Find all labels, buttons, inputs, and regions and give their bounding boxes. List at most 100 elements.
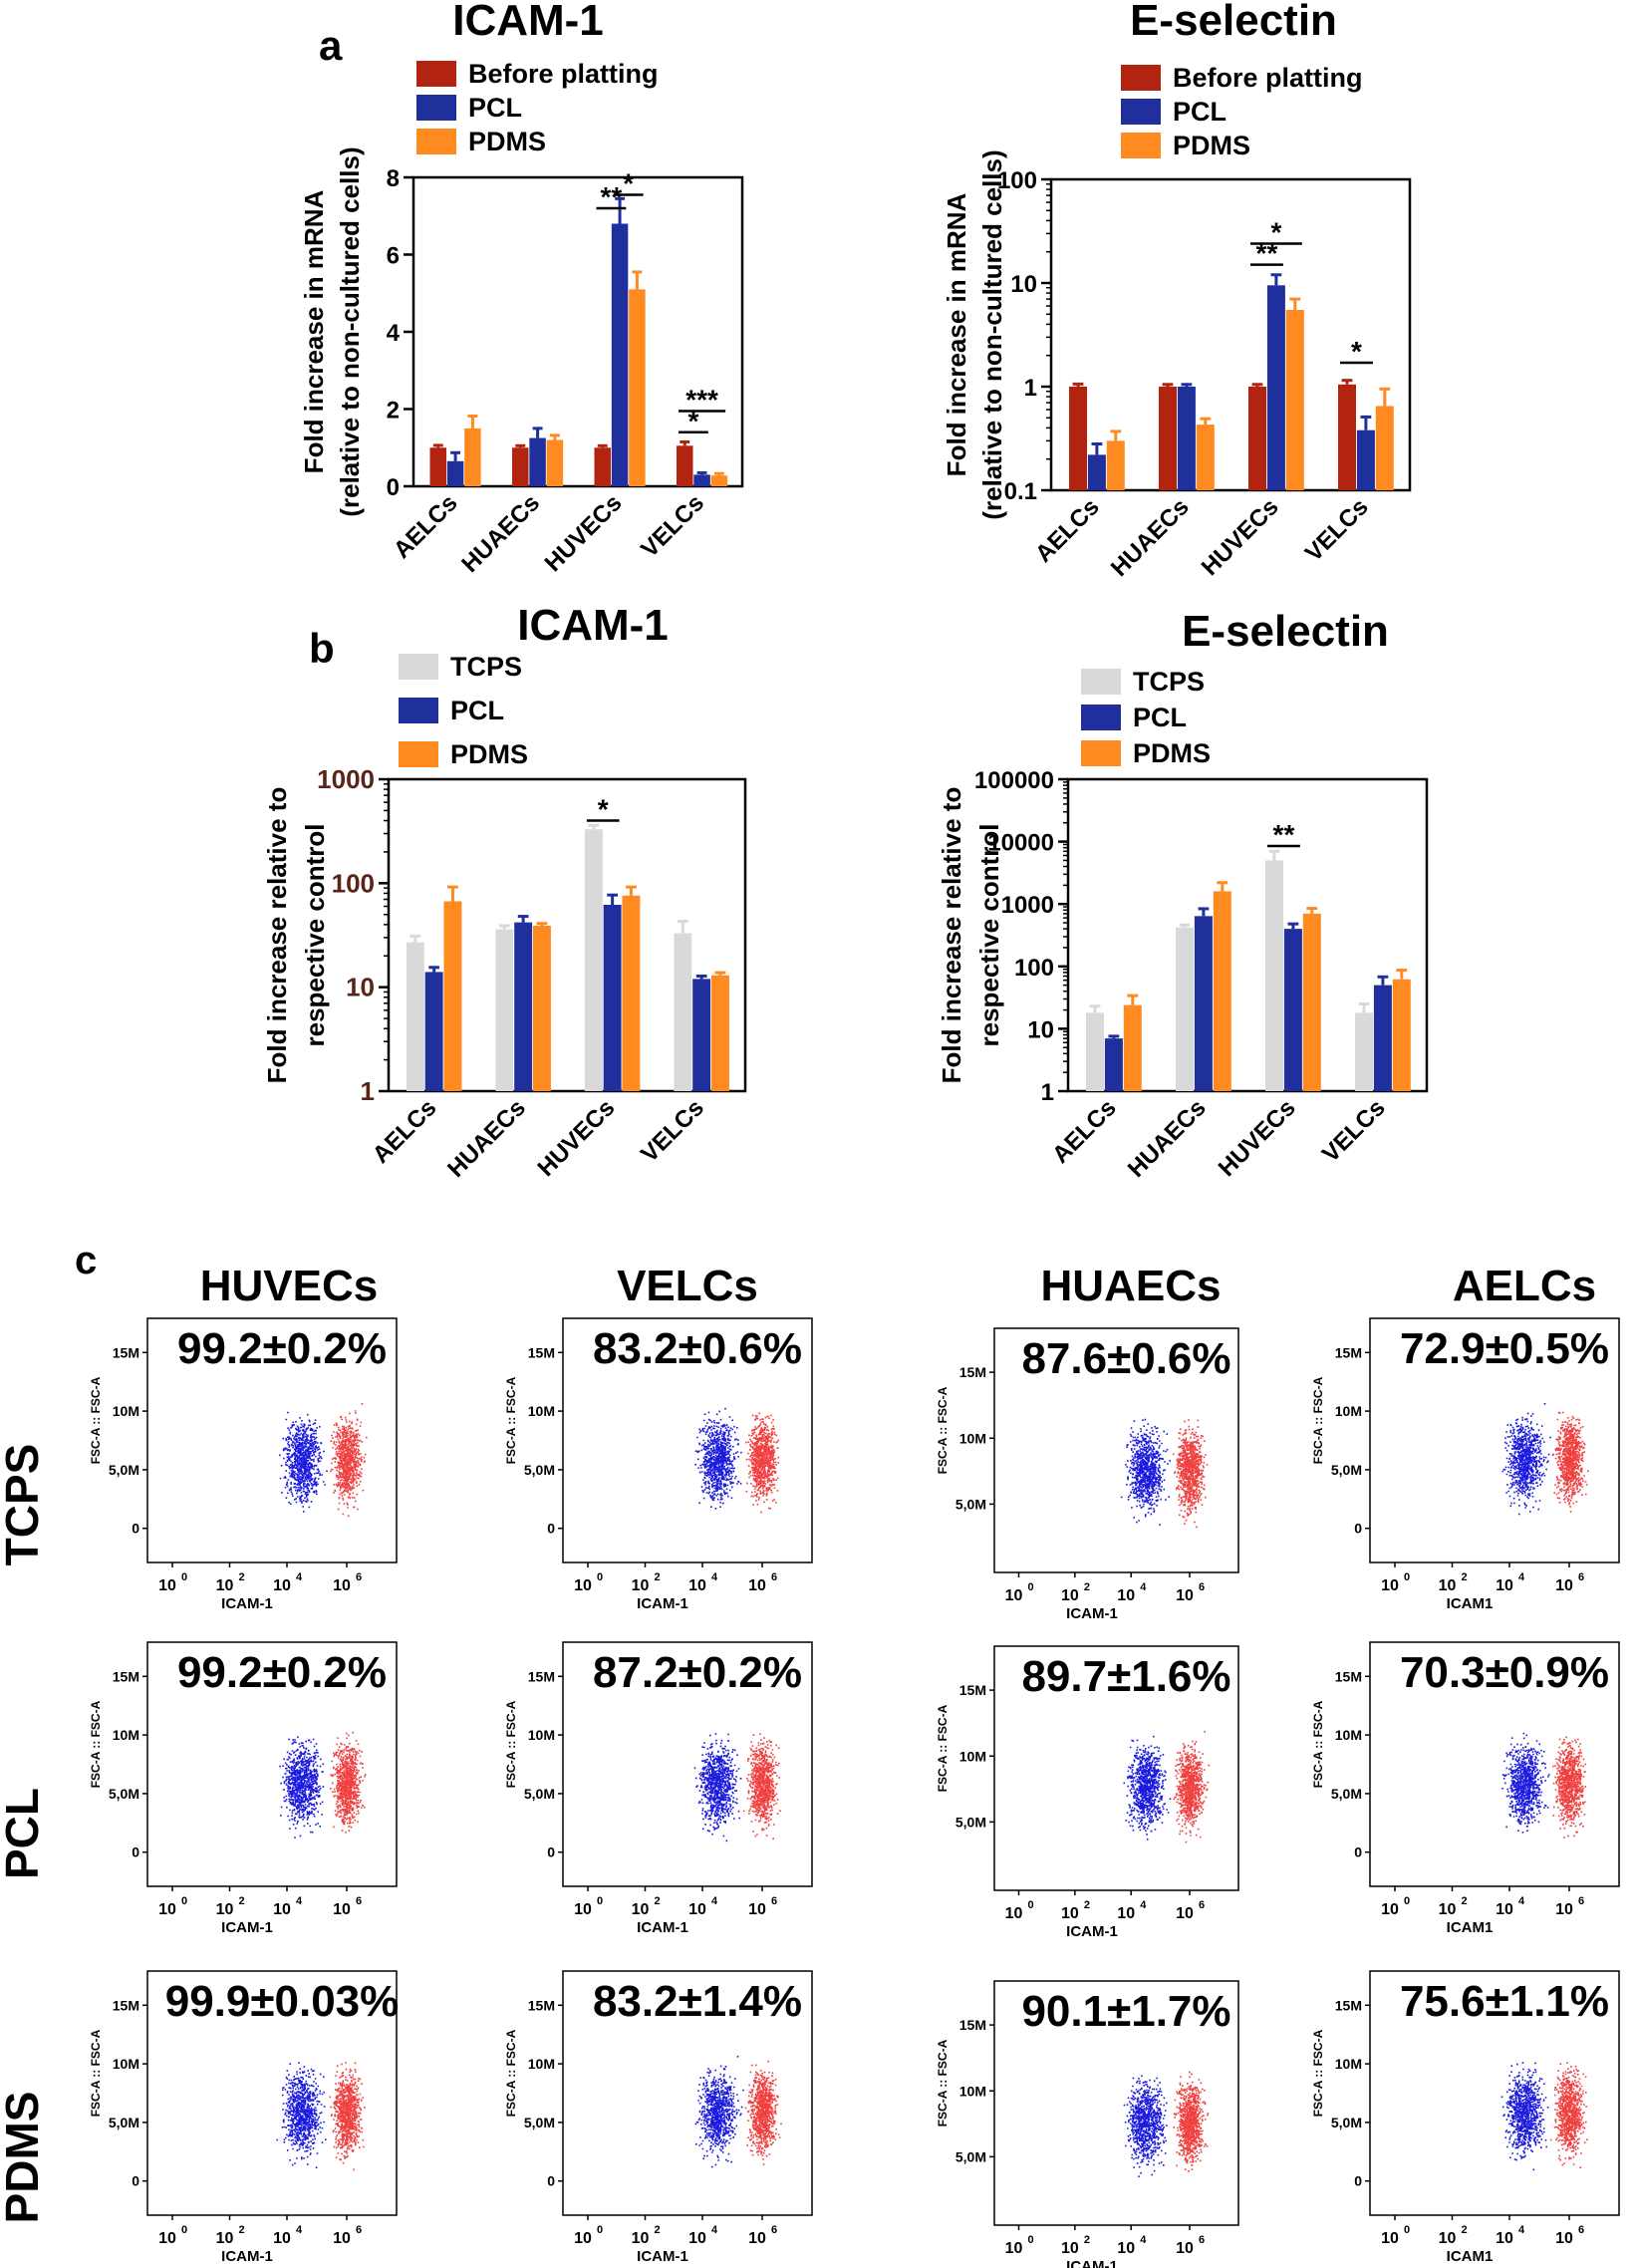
flow-x-tick-label: 10 [158, 1901, 176, 1918]
flow-x-tick-exponent: 0 [1404, 1571, 1410, 1583]
legend-label: PDMS [1133, 738, 1211, 768]
bar-pdms-huaecs [1213, 891, 1231, 1091]
bar-pcl-aelcs [446, 460, 464, 486]
flow-plot-frame [993, 1980, 1239, 2226]
flow-y-tick-label: 0 [132, 1844, 139, 1860]
flow-x-tick-label: 10 [1117, 1587, 1135, 1604]
y-axis-label: Fold increase in mRNA [299, 189, 329, 473]
category-label: HUAECs [1123, 1094, 1212, 1183]
flow-y-tick-label: 15M [528, 1997, 555, 2013]
y-tick-label: 10 [1010, 271, 1037, 298]
flow-y-tick-label: 15M [113, 1997, 139, 2013]
bar-pcl-velcs [1356, 429, 1375, 490]
y-axis-label: Fold increase in mRNA [942, 192, 971, 476]
flow-x-tick-label: 10 [333, 1577, 351, 1594]
flow-percent-label: 99.2±0.2% [177, 1648, 387, 1697]
flow-x-tick-label: 10 [748, 1901, 766, 1918]
category-label: VELCs [1317, 1094, 1391, 1168]
flow-x-tick-exponent: 4 [1518, 1571, 1525, 1583]
flow-x-tick-exponent: 0 [181, 2224, 187, 2236]
flow-x-tick-label: 10 [333, 2230, 351, 2247]
flow-y-tick-label: 10M [528, 1727, 555, 1743]
flow-events [1501, 1403, 1589, 1516]
flow-x-tick-label: 10 [1496, 1901, 1513, 1918]
bar-before-platting-huvecs [1248, 387, 1266, 490]
y-axis-label: Fold increase relative to [937, 787, 966, 1084]
flow-x-tick-label: 10 [158, 2230, 176, 2247]
chart-a-eselectin: E-selectin Before platting PCL PDMS 0.1 1 10 10… [942, 0, 1412, 582]
legend-label: TCPS [1133, 667, 1205, 697]
bar-pcl-huaecs [1194, 916, 1213, 1091]
flow-y-axis-label: FSC-A :: FSC-A [89, 1376, 103, 1464]
flow-percent-label: 83.2±1.4% [593, 1977, 802, 2026]
flow-x-tick-label: 10 [1061, 1587, 1079, 1604]
y-axis-label: (relative to non-cultured cells) [977, 149, 1007, 519]
flow-x-tick-label: 10 [333, 1901, 351, 1918]
flow-events [1120, 1418, 1209, 1529]
flow-y-tick-label: 0 [1354, 1844, 1362, 1860]
flow-x-tick-exponent: 4 [296, 2224, 303, 2236]
plot-frame [387, 777, 747, 1093]
legend-swatch [399, 698, 438, 723]
bar-pdms-velcs [1392, 979, 1411, 1091]
legend-swatch [399, 654, 438, 680]
bar-pcl-huvecs [603, 904, 622, 1091]
flow-y-tick-label: 5,0M [524, 1462, 555, 1478]
flow-population-red [330, 1403, 368, 1518]
flow-y-tick-label: 15M [1335, 1668, 1362, 1684]
flow-x-tick-exponent: 6 [1199, 2234, 1205, 2246]
legend-swatch [1081, 705, 1121, 730]
flow-x-tick-exponent: 2 [655, 2224, 661, 2236]
legend-swatch [416, 61, 456, 87]
flow-x-tick-exponent: 2 [1084, 2234, 1090, 2246]
bar-pcl-huvecs [1283, 929, 1302, 1091]
flow-x-tick-label: 10 [688, 2230, 706, 2247]
flow-x-tick-exponent: 6 [1578, 1571, 1584, 1583]
flow-population-blue [1120, 1418, 1171, 1526]
flow-percent-label: 75.6±1.1% [1400, 1977, 1609, 2026]
flow-x-tick-exponent: 6 [356, 1895, 362, 1907]
legend-swatch [1121, 65, 1161, 91]
flow-percent-label: 89.7±1.6% [1021, 1652, 1230, 1701]
y-tick-label: 2 [387, 398, 400, 425]
flow-x-tick-exponent: 4 [1518, 2224, 1525, 2236]
flow-x-tick-exponent: 6 [1578, 2224, 1584, 2236]
flow-x-tick-exponent: 4 [296, 1895, 303, 1907]
flow-x-tick-label: 10 [574, 1901, 592, 1918]
row-label: TCPS [0, 1444, 48, 1566]
flow-x-tick-label: 10 [273, 1577, 291, 1594]
category-label: AELCs [389, 489, 463, 564]
flow-x-tick-exponent: 0 [181, 1571, 187, 1583]
flow-population-blue [1501, 1403, 1551, 1516]
bar-pdms-aelcs [1123, 1004, 1142, 1091]
chart-title: ICAM-1 [517, 601, 669, 650]
y-tick-label: 10 [1027, 1016, 1054, 1043]
flow-y-tick-label: 0 [132, 2173, 139, 2189]
flow-x-tick-exponent: 6 [771, 1895, 777, 1907]
flow-y-tick-label: 0 [547, 1844, 555, 1860]
flow-y-tick-label: 5,0M [109, 1786, 139, 1802]
flow-y-axis-label: FSC-A :: FSC-A [1311, 1376, 1325, 1464]
flow-population-blue [279, 1736, 325, 1839]
flow-x-tick-exponent: 4 [296, 1571, 303, 1583]
flow-x-tick-label: 10 [748, 2230, 766, 2247]
flow-y-tick-label: 15M [1335, 1344, 1362, 1360]
legend-label: PDMS [468, 127, 546, 156]
flow-x-axis-label: ICAM1 [1447, 1595, 1494, 1612]
flow-x-tick-label: 10 [1176, 1905, 1194, 1922]
flow-x-tick-exponent: 2 [1084, 1899, 1090, 1911]
y-tick-label: 100 [1014, 955, 1054, 982]
significance-label: * [687, 406, 698, 436]
flow-grid: HUVECs VELCs HUAECs AELCsTCPSPCLPDMS15M10M5… [0, 1262, 1620, 2268]
flow-x-tick-label: 10 [1381, 1901, 1399, 1918]
legend-swatch [1081, 740, 1121, 766]
flow-x-tick-label: 10 [1005, 1905, 1023, 1922]
bar-pdms-huaecs [532, 925, 551, 1091]
legend-swatch [399, 741, 438, 767]
flow-x-tick-label: 10 [574, 2230, 592, 2247]
flow-x-tick-exponent: 2 [239, 1895, 245, 1907]
